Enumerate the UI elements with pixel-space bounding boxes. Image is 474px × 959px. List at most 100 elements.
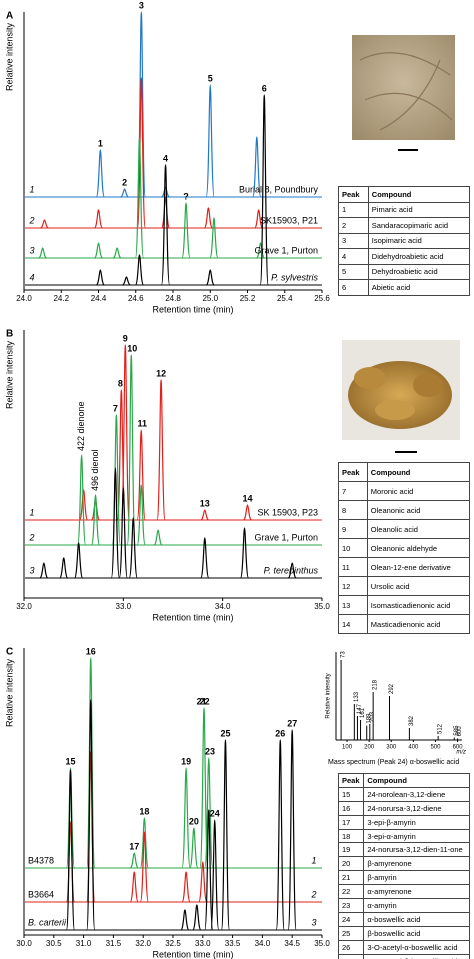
- ms-x-tick-label: 500: [430, 745, 441, 751]
- ms-peak-label: 203: [369, 711, 375, 722]
- peak: [199, 707, 209, 869]
- table-cell: 24: [337, 911, 365, 927]
- peak: [122, 276, 131, 286]
- series-name: Grave 1, Purton: [254, 245, 318, 255]
- series-name: B3664: [28, 889, 54, 899]
- peak: [210, 819, 220, 931]
- table-cell: Dehydroabietic acid: [367, 263, 471, 280]
- series-index: 4: [29, 272, 34, 282]
- peak: [192, 904, 202, 931]
- table-cell: 11: [338, 557, 368, 577]
- series-index: 1: [29, 507, 34, 517]
- annotation: 12: [156, 368, 166, 378]
- x-axis-label: Retention time (min): [152, 949, 233, 959]
- ms-peak-label: 512: [438, 723, 444, 734]
- series-name: B. carterii: [28, 917, 67, 927]
- annotation: 1: [98, 138, 103, 148]
- ms-x-tick-label: 600: [453, 745, 464, 751]
- panel-label: C: [6, 647, 13, 658]
- ms-peak-label: 73: [341, 651, 347, 658]
- peak: [287, 562, 297, 579]
- series-index: 1: [311, 855, 316, 865]
- x-tick-label: 30.0: [16, 939, 32, 948]
- peak: [242, 504, 253, 521]
- table-cell: α-boswellic acid: [363, 911, 470, 927]
- peak: [180, 909, 190, 931]
- annotation: 20: [189, 816, 199, 826]
- peak: [209, 217, 219, 259]
- annotation: 21: [197, 696, 207, 706]
- table-row: 1 Pimaric acid: [338, 201, 471, 218]
- table-cell: 17: [337, 814, 365, 830]
- ms-y-label: Relative intensity: [326, 673, 332, 718]
- x-tick-label: 34.5: [284, 939, 300, 948]
- compound-table: Peak Compound 1 Pimaric acid 2 Sandaracopimar…: [338, 186, 471, 296]
- table-cell: 3-O-acetyl-β-boswellic acid: [363, 953, 470, 959]
- peak: [220, 739, 231, 931]
- peak: [205, 84, 215, 198]
- table-cell: 4: [338, 248, 369, 265]
- table-cell: β-boswellic acid: [363, 925, 470, 941]
- peak: [95, 149, 105, 198]
- series-index: 3: [29, 245, 34, 255]
- x-tick-label: 25.2: [240, 294, 256, 303]
- table-cell: Abietic acid: [367, 279, 471, 296]
- table-cell: α-amyrin: [363, 898, 470, 913]
- x-tick-label: 31.5: [106, 939, 122, 948]
- peak: [65, 767, 76, 869]
- x-tick-label: 24.2: [53, 294, 69, 303]
- table-header: Compound: [363, 773, 470, 788]
- ms-title: Mass spectrum (Peak 24) α-boswellic acid: [328, 759, 459, 766]
- peak: [156, 379, 166, 521]
- peak: [136, 429, 146, 521]
- peak: [65, 769, 76, 931]
- x-tick-label: 31.0: [76, 939, 92, 948]
- table-cell: 7: [338, 481, 368, 501]
- series-name: SK 15903, P23: [257, 507, 318, 517]
- table-cell: 24-norursa-3,12-dien-11-one: [363, 842, 470, 858]
- x-tick-label: 24.4: [91, 294, 107, 303]
- annotation: 11: [137, 418, 147, 428]
- annotation: 13: [200, 498, 210, 508]
- table-row: 18 3-epi-α-amyrin: [337, 828, 470, 844]
- compound-table: Peak Compound 7 Moronic acid 8 Oleanonic acid…: [338, 462, 471, 634]
- x-axis-label: Retention time (min): [152, 304, 233, 314]
- peak: [39, 562, 49, 579]
- series-name: P. terebinthus: [264, 565, 319, 575]
- annotation: 10: [127, 343, 137, 353]
- peak: [200, 537, 210, 579]
- peak: [198, 861, 208, 903]
- table-cell: Isomasticadienonic acid: [366, 595, 471, 615]
- peak: [181, 767, 191, 869]
- peak: [252, 136, 262, 198]
- ms-peak-label: 189: [366, 713, 372, 724]
- peak: [160, 164, 171, 286]
- series-index: 3: [29, 565, 34, 575]
- x-tick-label: 32.0: [135, 939, 151, 948]
- peak: [181, 871, 191, 903]
- annotation: 5: [208, 73, 213, 83]
- table-cell: 20: [337, 856, 365, 872]
- y-axis-label: Relative intensity: [4, 340, 14, 409]
- annotation: 19: [181, 756, 191, 766]
- ms-peak-label: 585: [454, 725, 460, 736]
- annotation: 496 dienol: [90, 449, 100, 491]
- annotation: 26: [275, 728, 285, 738]
- peak: [160, 197, 171, 229]
- peak: [139, 817, 149, 869]
- peak: [134, 254, 145, 286]
- series-name: B4378: [28, 855, 54, 865]
- peak: [153, 529, 163, 546]
- table-row: 11 Olean-12-ene derivative: [338, 557, 471, 577]
- table-cell: 8: [338, 500, 368, 520]
- x-tick-label: 33.5: [225, 939, 241, 948]
- ms-peak-label: 218: [373, 679, 379, 690]
- table-row: 26 3-O-acetyl-α-boswellic acid: [337, 939, 470, 955]
- series-name: P. sylvestris: [271, 272, 318, 282]
- ms-x-tick-label: 200: [364, 745, 375, 751]
- series-index: 2: [28, 532, 34, 542]
- series-index: 1: [29, 184, 34, 194]
- peak: [239, 527, 250, 579]
- peak: [112, 247, 122, 259]
- annotation: 9: [123, 333, 128, 343]
